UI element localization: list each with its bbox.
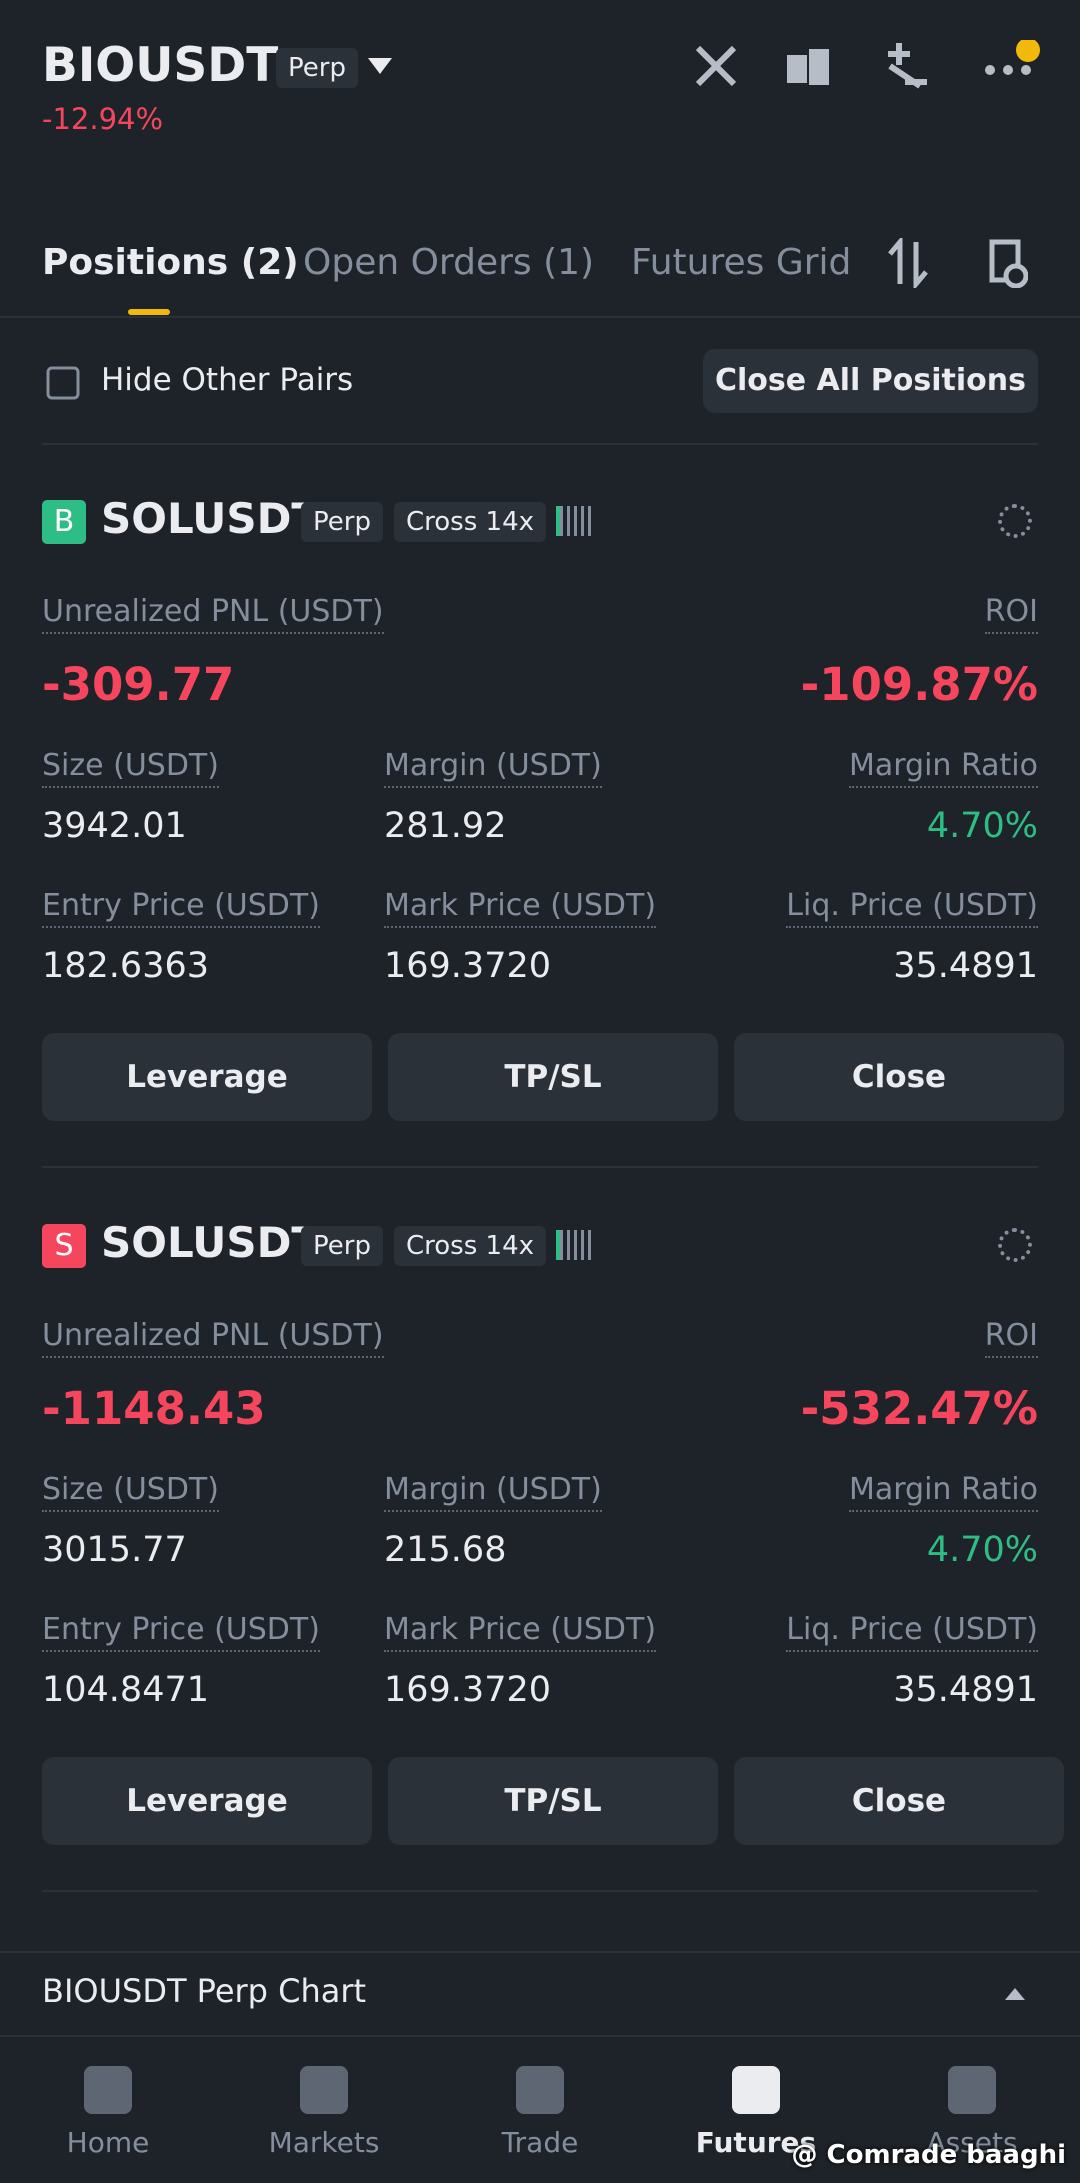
field-value: 35.4891	[893, 1670, 1038, 1710]
field-value: 104.8471	[42, 1670, 210, 1710]
pnl-value: -1148.43	[42, 1382, 266, 1435]
margin-mode-chip: Cross 14x	[394, 502, 547, 542]
field-value: 4.70%	[926, 806, 1038, 846]
price-change: -12.94%	[42, 102, 164, 136]
field-value: 169.3720	[384, 1670, 552, 1710]
position-symbol: SOLUSDT	[101, 494, 321, 543]
nav-icon[interactable]	[948, 2066, 996, 2114]
risk-bars	[556, 506, 592, 536]
nav-icon[interactable]	[732, 2066, 780, 2114]
action-button[interactable]: TP/SL	[388, 1033, 718, 1121]
field-label: Size (USDT)	[42, 1470, 219, 1512]
field-value: 3942.01	[42, 806, 187, 846]
share-icon[interactable]	[998, 504, 1032, 538]
field-value: 35.4891	[893, 946, 1038, 986]
chart-bar-label[interactable]: BIOUSDT Perp Chart	[42, 1972, 367, 2010]
field-label: Liq. Price (USDT)	[786, 886, 1038, 928]
perp-badge: Perp	[276, 48, 358, 88]
divider	[42, 1166, 1038, 1168]
action-button[interactable]: TP/SL	[388, 1757, 718, 1845]
position-symbol: SOLUSDT	[101, 1218, 321, 1267]
tab[interactable]: Open Orders (1)	[303, 242, 595, 283]
field-value: 182.6363	[42, 946, 210, 986]
close-all-button[interactable]: Close All Positions	[703, 349, 1038, 413]
tab[interactable]: Positions (2)	[42, 242, 299, 283]
type-chip: Perp	[301, 1226, 383, 1266]
hide-pairs-label[interactable]: Hide Other Pairs	[101, 362, 354, 398]
field-label: Entry Price (USDT)	[42, 1610, 320, 1652]
share-icon[interactable]	[998, 1228, 1032, 1262]
margin-mode-chip: Cross 14x	[394, 1226, 547, 1266]
dropdown-arrow[interactable]	[368, 58, 392, 76]
pnl-value: -309.77	[42, 658, 235, 711]
header-icons	[695, 40, 1040, 89]
field-value: 215.68	[384, 1530, 507, 1570]
action-button[interactable]: Close	[734, 1033, 1064, 1121]
pnl-label: Unrealized PNL (USDT)	[42, 592, 384, 634]
field-label: Margin Ratio	[848, 1470, 1038, 1512]
divider	[42, 443, 1038, 445]
field-label: Size (USDT)	[42, 746, 219, 788]
divider	[0, 316, 1080, 318]
roi-label: ROI	[984, 1316, 1038, 1358]
roi-value: -109.87%	[800, 658, 1038, 711]
field-label: Entry Price (USDT)	[42, 886, 320, 928]
roi-value: -532.47%	[800, 1382, 1038, 1435]
symbol: BIOUSDT	[42, 38, 279, 93]
chart-bar[interactable]	[0, 1951, 1080, 2035]
tab-icons[interactable]	[888, 238, 1028, 288]
nav-label[interactable]: Assets	[926, 2126, 1018, 2159]
watermark: @ Comrade baaghi	[791, 2140, 1067, 2170]
tab-indicator	[128, 309, 170, 315]
action-button[interactable]: Leverage	[42, 1757, 372, 1845]
divider	[42, 1890, 1038, 1892]
field-label: Liq. Price (USDT)	[786, 1610, 1038, 1652]
field-label: Margin (USDT)	[384, 746, 602, 788]
field-label: Mark Price (USDT)	[384, 1610, 657, 1652]
expand-arrow[interactable]	[1005, 1988, 1025, 2000]
nav-icon[interactable]	[516, 2066, 564, 2114]
action-button[interactable]: Close	[734, 1757, 1064, 1845]
nav-label[interactable]: Trade	[501, 2126, 579, 2159]
tab[interactable]: Futures Grid	[631, 242, 852, 283]
nav-icon[interactable]	[300, 2066, 348, 2114]
checkbox[interactable]	[46, 366, 80, 400]
field-value: 3015.77	[42, 1530, 187, 1570]
nav-label[interactable]: Markets	[268, 2126, 380, 2159]
action-button[interactable]: Leverage	[42, 1033, 372, 1121]
field-label: Margin (USDT)	[384, 1470, 602, 1512]
nav-icon[interactable]	[84, 2066, 132, 2114]
nav-label[interactable]: Futures	[695, 2126, 817, 2159]
pnl-label: Unrealized PNL (USDT)	[42, 1316, 384, 1358]
roi-label: ROI	[984, 592, 1038, 634]
field-value: 281.92	[384, 806, 507, 846]
nav-label[interactable]: Home	[66, 2126, 150, 2159]
side-badge: S	[42, 1224, 86, 1268]
field-label: Margin Ratio	[848, 746, 1038, 788]
type-chip: Perp	[301, 502, 383, 542]
field-value: 169.3720	[384, 946, 552, 986]
field-label: Mark Price (USDT)	[384, 886, 657, 928]
risk-bars	[556, 1230, 592, 1260]
side-badge: B	[42, 500, 86, 544]
field-value: 4.70%	[926, 1530, 1038, 1570]
